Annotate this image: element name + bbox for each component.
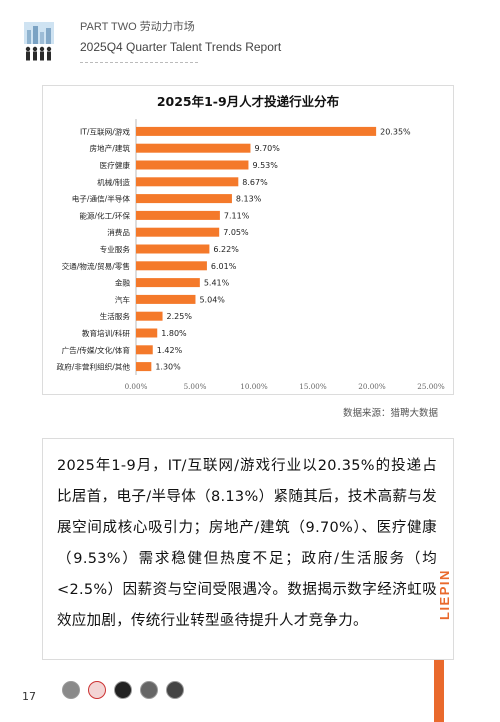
header-divider [80,62,198,63]
category-label: 医疗健康 [100,160,131,170]
avatar-icon [114,681,132,699]
data-source: 数据来源：猎聘大数据 [342,408,438,419]
city-people-logo-icon [24,22,54,61]
analysis-textbox: 2025年1-9月，IT/互联网/游戏行业以20.35%的投递占比居首，电子/半… [42,438,454,660]
bar-chart-svg: 2025年1-9月人才投递行业分布 IT/互联网/游戏 20.35% 房地产/建筑 9… [57,94,445,391]
category-label: 专业服务 [100,244,131,254]
x-tick-label: 20.00% [358,382,386,391]
x-tick-label: 25.00% [417,382,445,391]
category-label: IT/互联网/游戏 [80,126,130,136]
data-bar [136,194,232,204]
value-label: 7.11% [224,211,250,220]
data-bar [136,244,210,254]
data-bar [136,143,251,153]
data-bar [136,294,196,304]
category-label: 教育培训/科研 [82,328,131,338]
category-label: 房地产/建筑 [89,143,130,153]
data-bar [136,160,249,170]
data-bar [136,362,152,372]
value-label: 6.01% [211,262,237,271]
avatar-icon [140,681,158,699]
data-bar [136,311,163,321]
data-bar [136,261,207,271]
brand-accent-bar [434,660,444,722]
x-tick-label: 0.00% [125,382,148,391]
avatar-icon [166,681,184,699]
data-bar [136,177,239,187]
value-label: 8.13% [236,195,262,204]
data-bar [136,328,158,338]
x-tick-label: 5.00% [184,382,207,391]
category-label: 生活服务 [100,311,131,321]
value-label: 20.35% [380,127,411,136]
category-label: 交通/物流/贸易/零售 [62,261,130,271]
analysis-text: 2025年1-9月，IT/互联网/游戏行业以20.35%的投递占比居首，电子/半… [57,458,437,629]
category-label: 消费品 [107,227,130,237]
value-label: 1.30% [155,363,181,372]
value-label: 7.05% [223,228,249,237]
value-label: 6.22% [213,245,239,254]
category-label: 政府/非营利组织/其他 [57,362,131,372]
report-title: 2025Q4 Quarter Talent Trends Report [80,40,282,54]
brand-logo-text: LIEPIN [437,569,452,620]
x-tick-label: 10.00% [240,382,268,391]
avatar-icon [62,681,80,699]
data-bar [136,227,220,237]
value-label: 8.67% [242,178,268,187]
value-label: 5.04% [199,295,225,304]
section-title: PART TWO 劳动力市场 [80,21,195,33]
category-label: 机械/制造 [97,177,130,187]
x-tick-label: 15.00% [299,382,327,391]
value-label: 2.25% [167,312,193,321]
category-label: 汽车 [115,294,131,304]
value-label: 1.42% [157,346,183,355]
page-number: 17 [22,690,36,703]
category-label: 广告/传媒/文化/体育 [62,345,131,355]
data-bar [136,345,153,355]
value-label: 9.70% [254,144,280,153]
value-label: 1.80% [161,329,187,338]
data-bar [136,126,377,136]
category-label: 能源/化工/环保 [79,210,130,220]
data-bar [136,278,200,288]
data-bar [136,210,220,220]
avatar-icon [88,681,106,699]
industry-distribution-chart: 2025年1-9月人才投递行业分布 IT/互联网/游戏 20.35% 房地产/建筑 9… [42,85,454,395]
value-label: 9.53% [252,161,278,170]
report-header: PART TWO 劳动力市场 2025Q4 Quarter Talent Tre… [20,16,480,74]
value-label: 5.41% [204,279,230,288]
chart-title: 2025年1-9月人才投递行业分布 [157,94,340,109]
category-label: 金融 [115,278,131,288]
category-label: 电子/通信/半导体 [72,194,131,204]
